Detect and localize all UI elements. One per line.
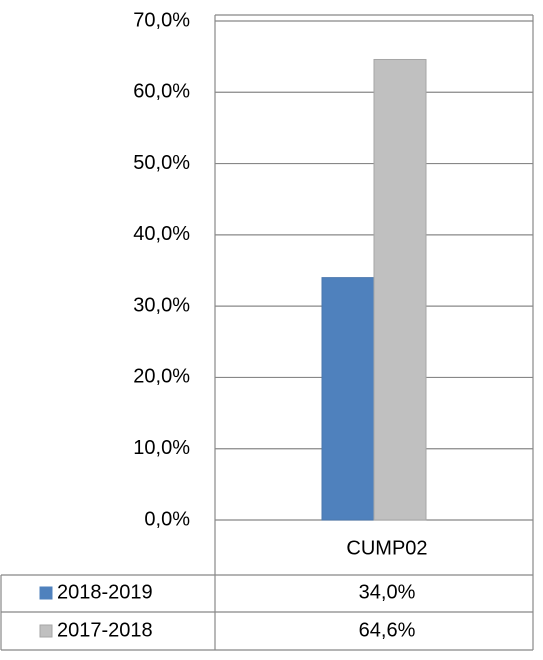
y-tick-label: 10,0%	[133, 437, 190, 459]
bar	[321, 277, 375, 521]
y-tick-label: 30,0%	[133, 294, 190, 316]
legend-key	[39, 624, 53, 638]
y-tick-label: 20,0%	[133, 366, 190, 388]
y-tick-label: 0,0%	[144, 508, 190, 530]
y-tick-label: 60,0%	[133, 81, 190, 103]
x-tick-label: CUMP02	[346, 537, 427, 559]
table-value: 34,0%	[359, 581, 416, 603]
table-value: 64,6%	[359, 619, 416, 641]
legend-key	[39, 586, 53, 600]
y-tick-label: 40,0%	[133, 223, 190, 245]
legend-label: 2017-2018	[57, 619, 153, 641]
y-tick-label: 50,0%	[133, 152, 190, 174]
y-tick-label: 70,0%	[133, 9, 190, 31]
bar	[373, 58, 427, 521]
legend-label: 2018-2019	[57, 581, 153, 603]
